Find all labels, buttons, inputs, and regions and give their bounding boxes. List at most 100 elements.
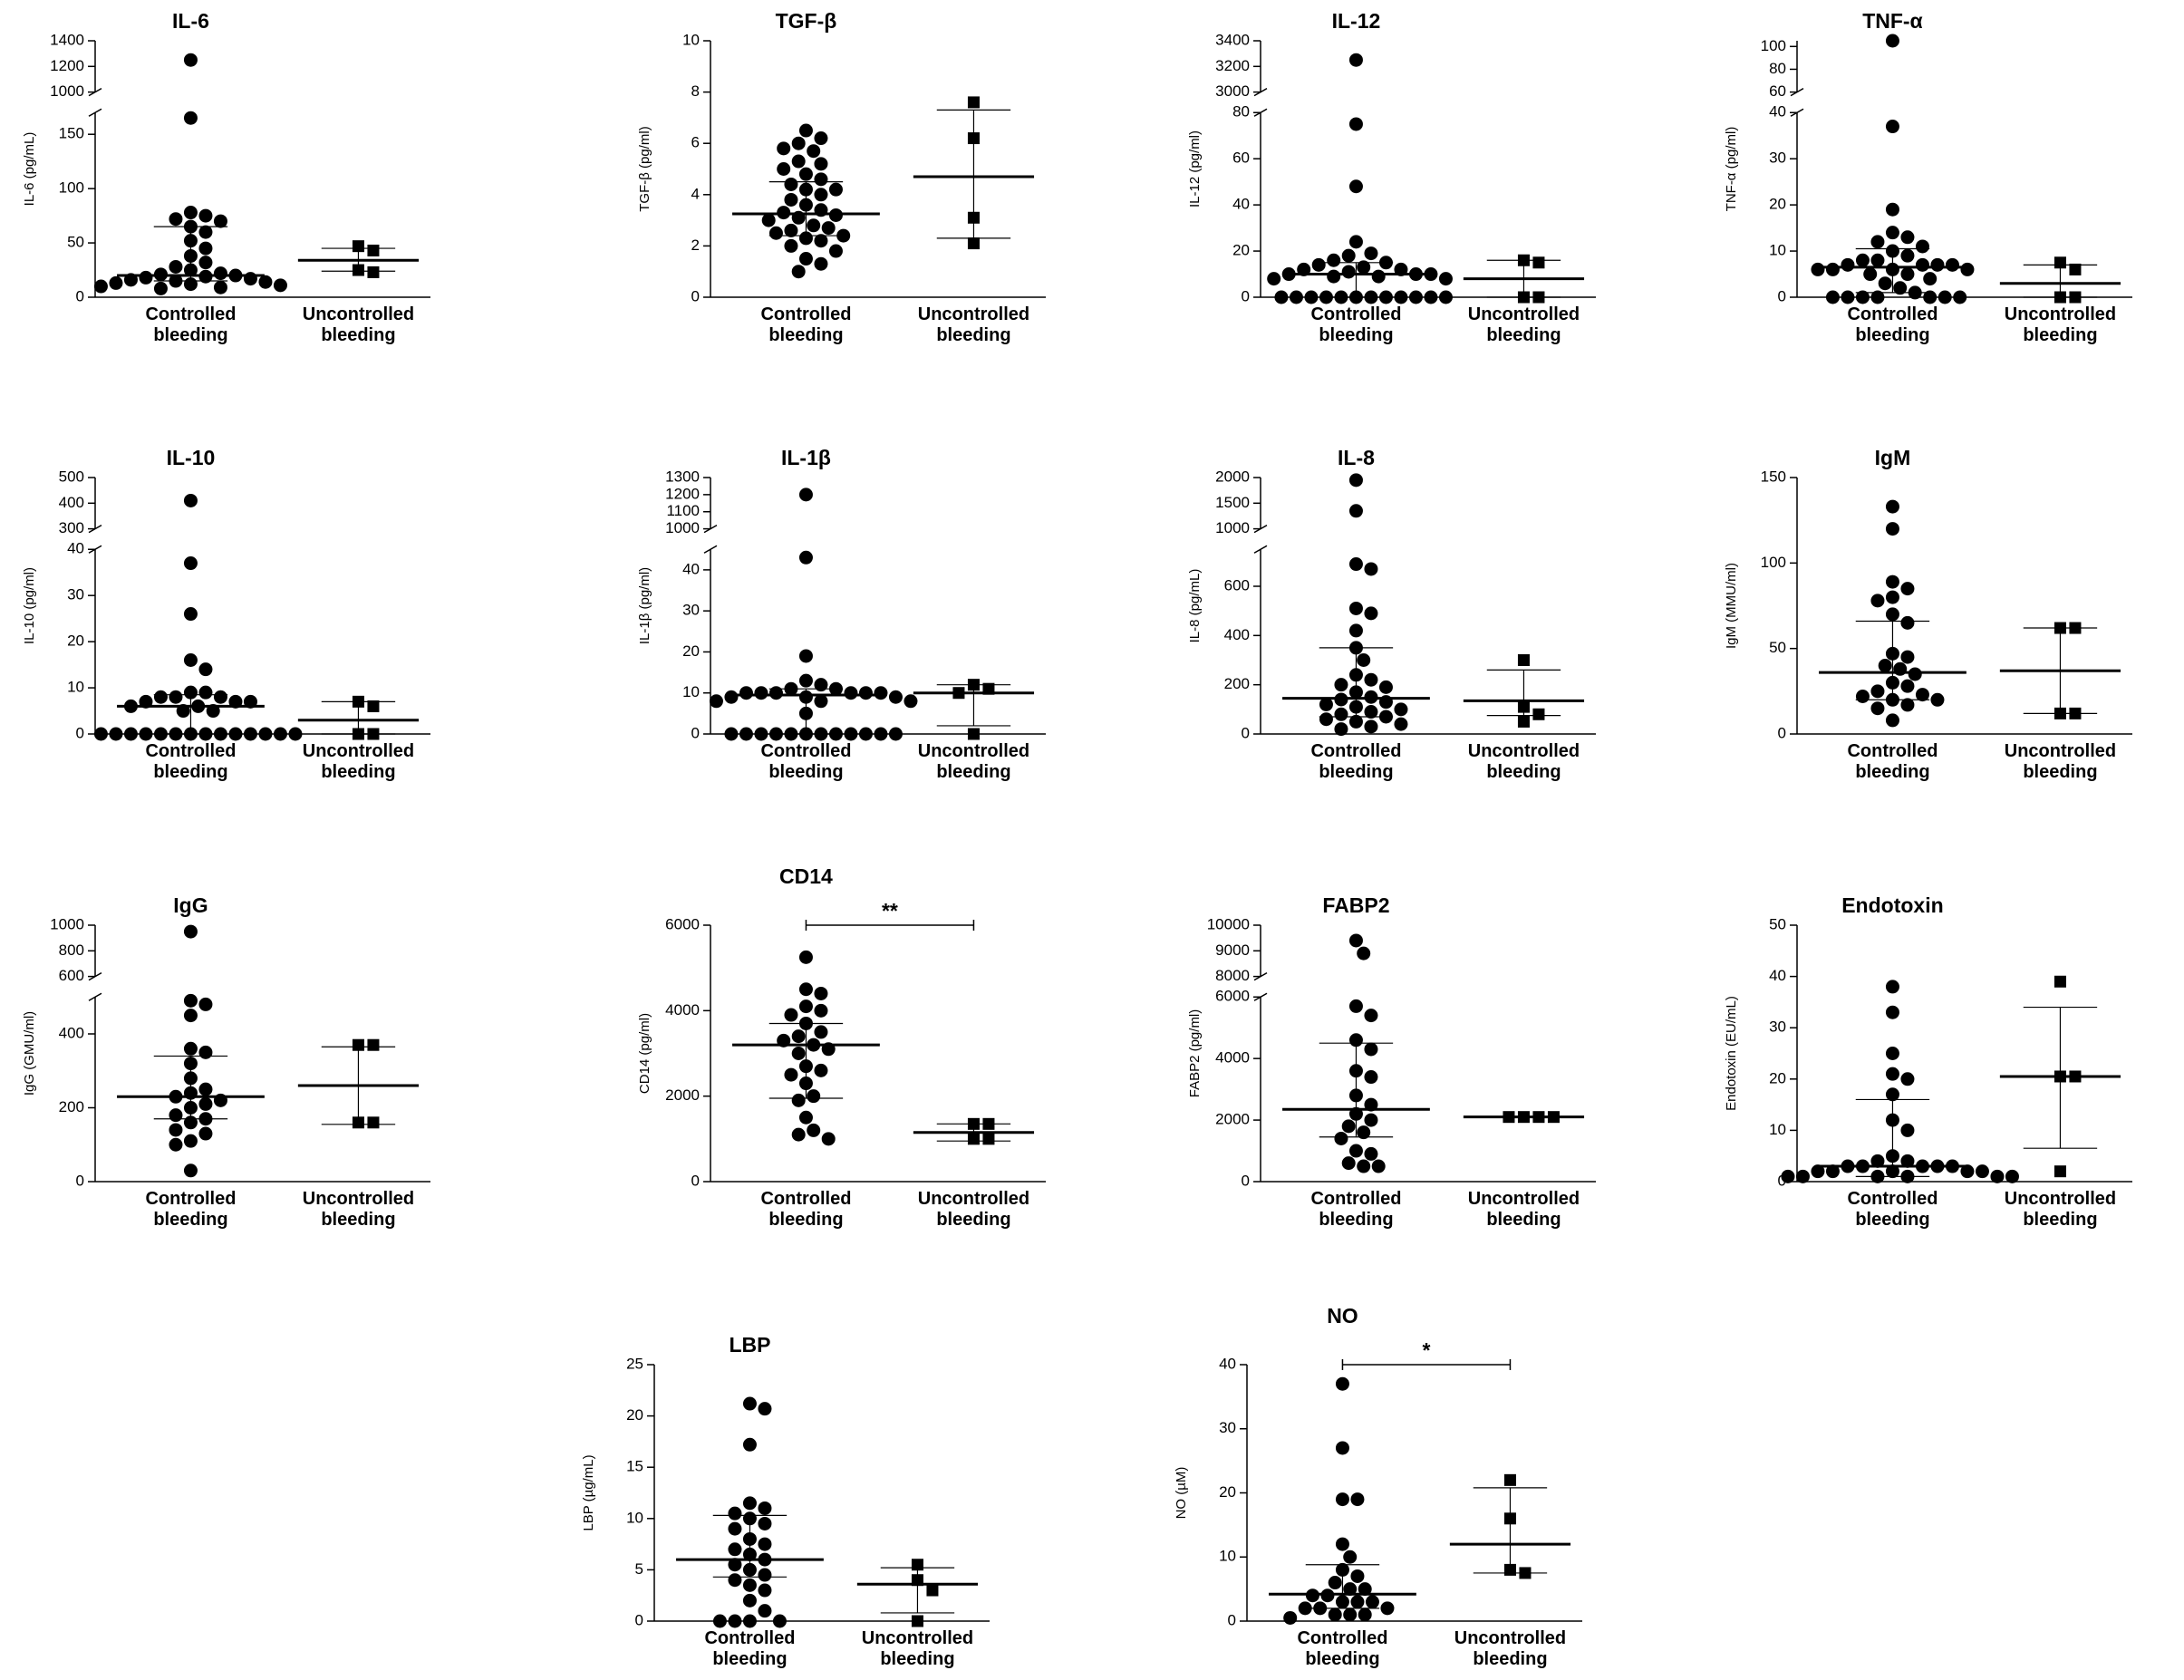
axis-break [1253, 108, 1268, 117]
data-point [1327, 269, 1341, 284]
data-point [1394, 702, 1408, 717]
data-point [183, 111, 198, 125]
data-point [807, 218, 821, 233]
data-point [742, 1593, 757, 1608]
axis-break [1790, 108, 1804, 117]
y-tick-label: 0 [1242, 287, 1250, 304]
chart-title: TGF-β [776, 9, 837, 33]
y-tick-label: 50 [1769, 639, 1786, 656]
data-point [1341, 265, 1356, 279]
data-point [1870, 1154, 1885, 1168]
chart-title: CD14 [779, 864, 833, 888]
data-point [1811, 1164, 1825, 1179]
y-tick-label: 4000 [1215, 1049, 1250, 1067]
y-tick-label: 150 [1761, 468, 1786, 485]
data-point [1885, 980, 1899, 994]
y-tick-label: 200 [1224, 675, 1250, 692]
data-point [814, 157, 828, 171]
axis-break [703, 545, 718, 554]
data-point [1990, 1169, 2005, 1183]
data-point [1885, 34, 1899, 48]
y-tick-label: 100 [1761, 554, 1786, 571]
data-point [1408, 290, 1423, 304]
y-tick-label: 400 [59, 1024, 84, 1041]
data-point [742, 1614, 757, 1628]
data-point [874, 686, 888, 700]
y-tick-label: 3400 [1215, 31, 1250, 48]
data-point [742, 1396, 757, 1411]
y-tick-label: 300 [59, 519, 84, 536]
x-tick-label: Controlled bleeding [145, 741, 237, 782]
data-point [1424, 290, 1438, 304]
data-point [1870, 235, 1885, 249]
data-point [198, 208, 213, 223]
y-tick-label: 500 [59, 468, 84, 485]
data-point [367, 244, 380, 256]
data-point [198, 997, 213, 1011]
x-tick-label: Uncontrolled bleeding [302, 304, 415, 345]
y-tick-label: 5 [635, 1560, 643, 1578]
data-point [1348, 557, 1363, 572]
data-point [1364, 606, 1378, 621]
x-tick-label: Uncontrolled bleeding [917, 1189, 1030, 1230]
data-point [1900, 582, 1915, 596]
data-point [1394, 717, 1408, 731]
data-point [777, 162, 791, 176]
data-point [1900, 615, 1915, 630]
data-point [1328, 1576, 1342, 1590]
x-tick-label: Uncontrolled bleeding [2004, 304, 2117, 345]
axis-break [88, 545, 102, 554]
data-point [1350, 1492, 1365, 1507]
axis-break [88, 524, 102, 534]
data-point [1335, 1376, 1349, 1391]
y-tick-label: 10 [67, 679, 84, 696]
data-point [183, 1134, 198, 1148]
data-point [821, 1132, 836, 1146]
data-point [728, 1506, 742, 1521]
data-point [109, 727, 123, 741]
y-tick-label: 6000 [665, 915, 700, 932]
y-tick-label: 0 [76, 1172, 84, 1189]
chart-title: FABP2 [1322, 893, 1389, 917]
data-point [1900, 1154, 1915, 1168]
data-point [814, 234, 828, 248]
data-point [888, 690, 903, 704]
data-point [1358, 1608, 1372, 1622]
data-point [243, 272, 257, 286]
data-point [742, 1578, 757, 1592]
data-point [1364, 1113, 1378, 1127]
data-point [1364, 1009, 1378, 1023]
data-point [828, 244, 843, 258]
y-tick-label: 1000 [50, 82, 84, 100]
data-point [258, 727, 273, 741]
data-point [367, 266, 380, 278]
data-point [1319, 712, 1333, 727]
chart-title: IL-8 [1338, 446, 1375, 469]
chart-title: IgM [1875, 446, 1911, 469]
y-axis-label: TNF-α (pg/ml) [1724, 127, 1739, 212]
data-point [1960, 262, 1975, 276]
chart-title: IL-12 [1332, 9, 1381, 33]
y-tick-label: 1500 [1215, 494, 1250, 511]
y-tick-label: 50 [67, 234, 84, 251]
data-point [1953, 290, 1967, 304]
data-point [1348, 117, 1363, 131]
data-point [1532, 256, 1545, 269]
data-point [1364, 246, 1378, 261]
data-point [1885, 522, 1899, 536]
y-tick-label: 1000 [50, 915, 84, 932]
y-tick-label: 10 [1769, 242, 1786, 259]
data-point [198, 1082, 213, 1096]
data-point [1364, 672, 1378, 687]
y-tick-label: 8000 [1215, 967, 1250, 984]
y-tick-label: 1100 [666, 502, 700, 519]
data-point [739, 686, 753, 700]
data-point [169, 1108, 183, 1123]
data-point [814, 172, 828, 187]
data-point [198, 225, 213, 239]
data-point [1930, 257, 1945, 272]
x-tick-label: Uncontrolled bleeding [1467, 741, 1580, 782]
data-point [1267, 272, 1281, 286]
data-point [814, 256, 828, 271]
